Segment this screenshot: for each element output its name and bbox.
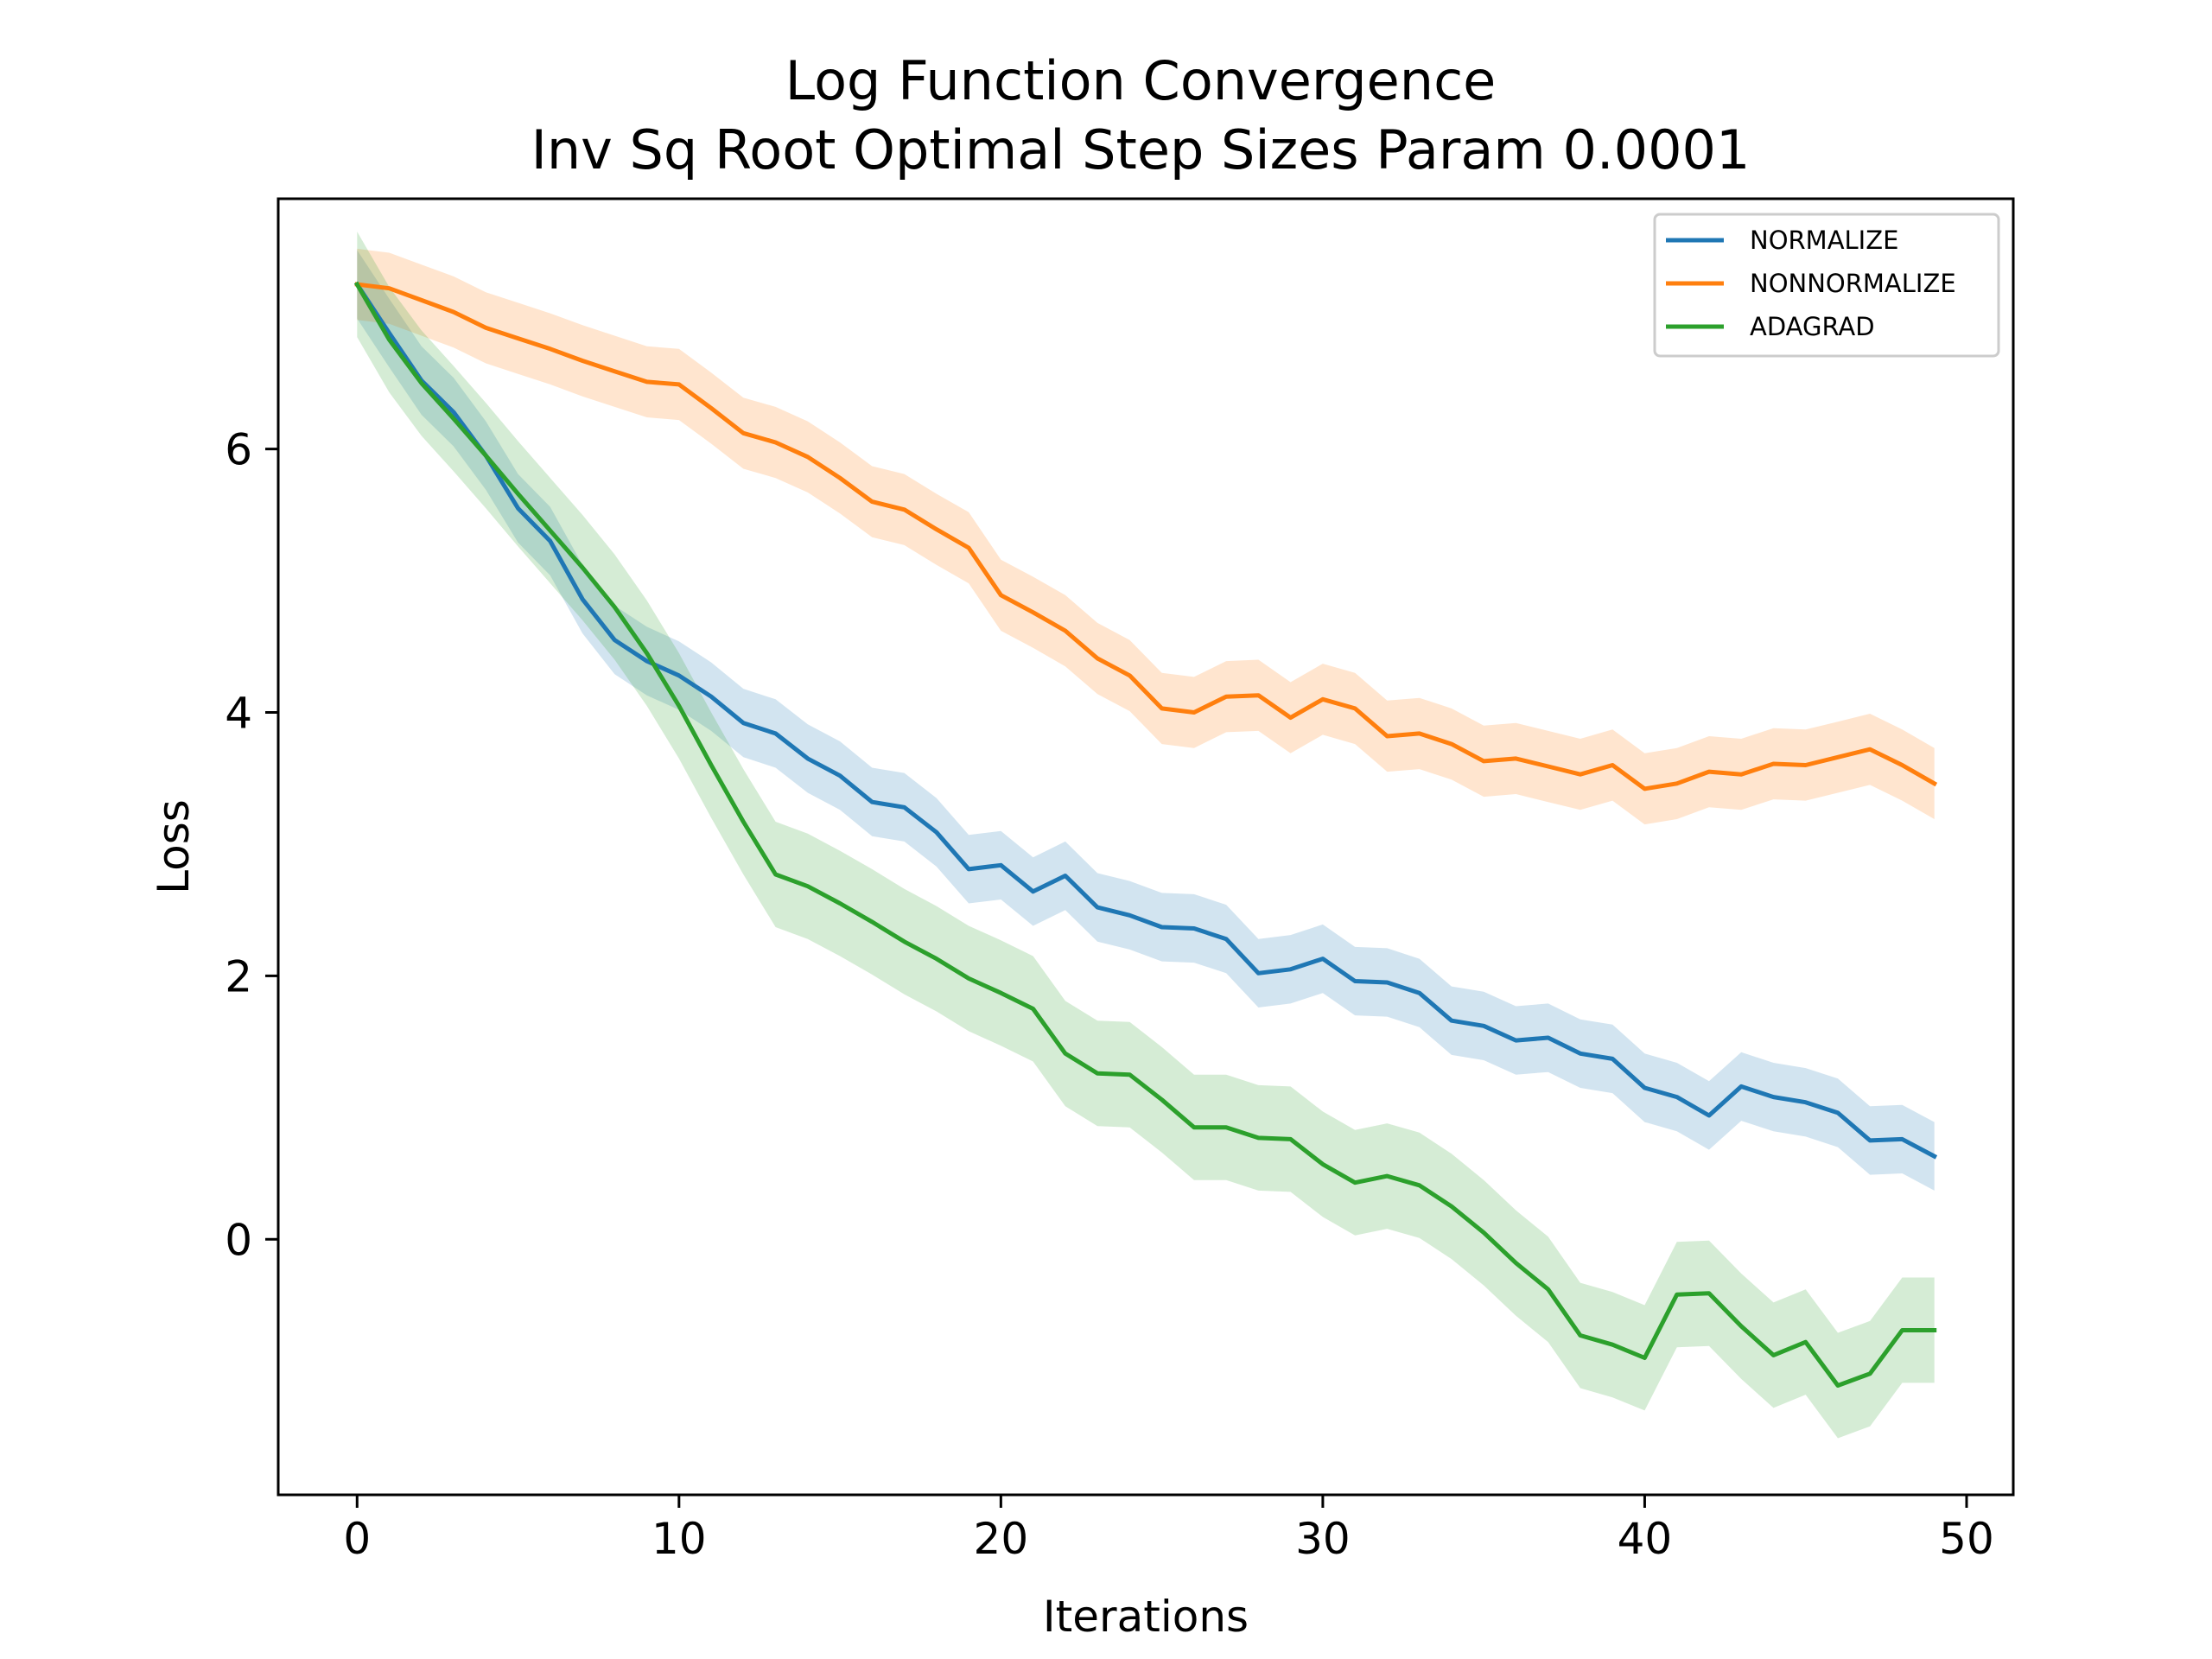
y-axis-label: Loss bbox=[149, 799, 199, 894]
legend-label-adagrad: ADAGRAD bbox=[1750, 312, 1875, 341]
x-tick-label: 30 bbox=[1295, 1514, 1351, 1564]
legend: NORMALIZE NONNORMALIZE ADAGRAD bbox=[1653, 213, 2000, 358]
y-tick-label: 0 bbox=[225, 1215, 252, 1265]
band-nonnormalize bbox=[357, 248, 1935, 825]
legend-label-normalize: NORMALIZE bbox=[1750, 226, 1898, 255]
x-tick-label: 20 bbox=[974, 1514, 1029, 1564]
x-tick-label: 0 bbox=[343, 1514, 371, 1564]
series-line-nonnormalize bbox=[354, 282, 1938, 791]
series-lines bbox=[353, 281, 1938, 1388]
x-tick-label: 10 bbox=[652, 1514, 707, 1564]
x-tick-label: 50 bbox=[1939, 1514, 1994, 1564]
x-axis: 0 10 20 30 40 50 bbox=[343, 1495, 1994, 1564]
series-line-normalize bbox=[353, 281, 1938, 1160]
chart-subtitle: Inv Sq Root Optimal Step Sizes Param 0.0… bbox=[531, 118, 1751, 181]
legend-box bbox=[1653, 213, 2000, 358]
legend-label-nonnormalize: NONNORMALIZE bbox=[1750, 269, 1956, 298]
x-axis-label: Iterations bbox=[1043, 1592, 1249, 1642]
y-axis: 0 2 4 6 bbox=[225, 425, 278, 1265]
x-tick-label: 40 bbox=[1618, 1514, 1673, 1564]
y-tick-label: 6 bbox=[225, 425, 252, 475]
band-adagrad bbox=[357, 232, 1935, 1439]
y-tick-label: 4 bbox=[225, 689, 252, 739]
plot-area-frame bbox=[276, 197, 2015, 1497]
chart-title: Log Function Convergence bbox=[785, 49, 1497, 112]
y-tick-label: 2 bbox=[225, 951, 252, 1001]
series-line-adagrad bbox=[353, 281, 1937, 1388]
